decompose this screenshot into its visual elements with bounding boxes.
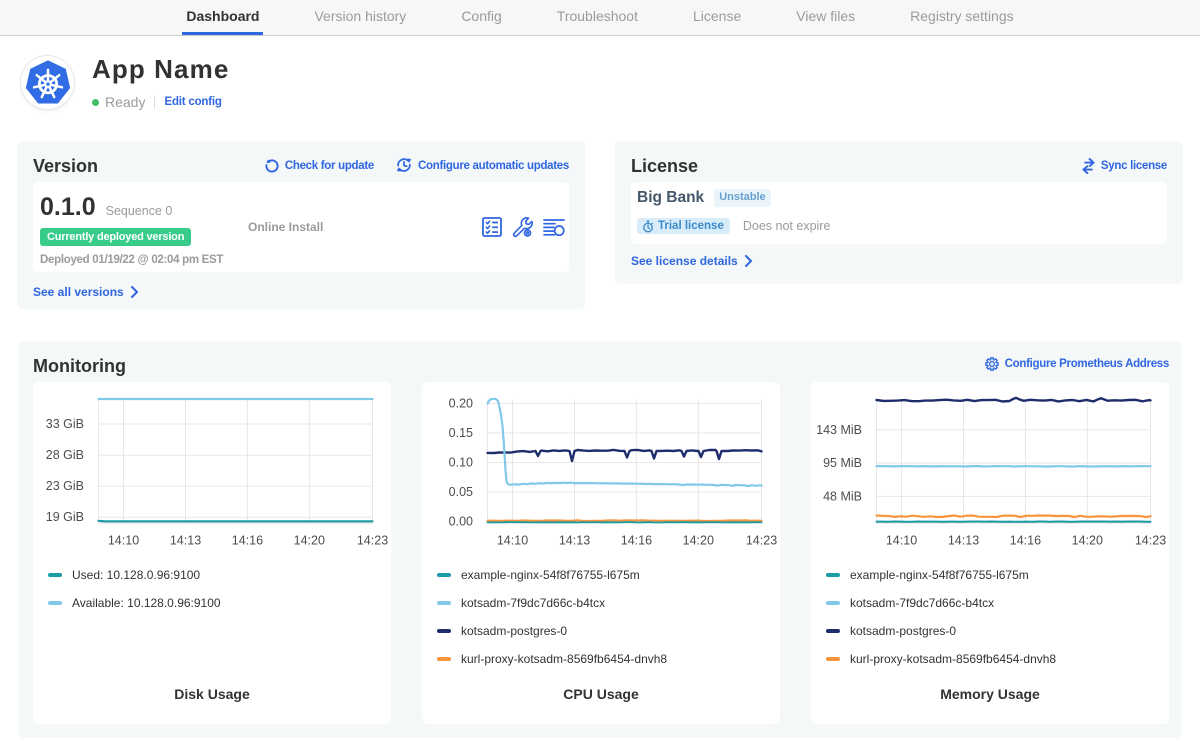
svg-text:0.20: 0.20 — [449, 397, 473, 411]
svg-text:0.15: 0.15 — [449, 426, 473, 440]
svg-text:95 MiB: 95 MiB — [823, 456, 862, 470]
svg-text:14:16: 14:16 — [621, 534, 652, 548]
svg-text:19 GiB: 19 GiB — [46, 510, 84, 524]
svg-text:0.05: 0.05 — [449, 485, 473, 499]
svg-text:14:10: 14:10 — [108, 534, 139, 548]
svg-text:23 GiB: 23 GiB — [46, 479, 84, 493]
svg-text:14:23: 14:23 — [357, 534, 388, 548]
svg-text:14:13: 14:13 — [559, 534, 590, 548]
svg-text:14:10: 14:10 — [886, 534, 917, 548]
svg-text:33 GiB: 33 GiB — [46, 417, 84, 431]
svg-text:14:10: 14:10 — [497, 534, 528, 548]
svg-text:14:20: 14:20 — [683, 534, 714, 548]
svg-text:28 GiB: 28 GiB — [46, 448, 84, 462]
svg-text:14:13: 14:13 — [948, 534, 979, 548]
svg-text:0.00: 0.00 — [449, 515, 473, 529]
svg-text:14:16: 14:16 — [232, 534, 263, 548]
svg-text:14:13: 14:13 — [170, 534, 201, 548]
svg-text:0.10: 0.10 — [449, 456, 473, 470]
svg-text:14:16: 14:16 — [1010, 534, 1041, 548]
svg-text:14:20: 14:20 — [294, 534, 325, 548]
svg-text:14:23: 14:23 — [746, 534, 777, 548]
svg-text:48 MiB: 48 MiB — [823, 489, 862, 503]
svg-text:143 MiB: 143 MiB — [816, 423, 862, 437]
svg-text:14:20: 14:20 — [1072, 534, 1103, 548]
svg-text:14:23: 14:23 — [1135, 534, 1166, 548]
